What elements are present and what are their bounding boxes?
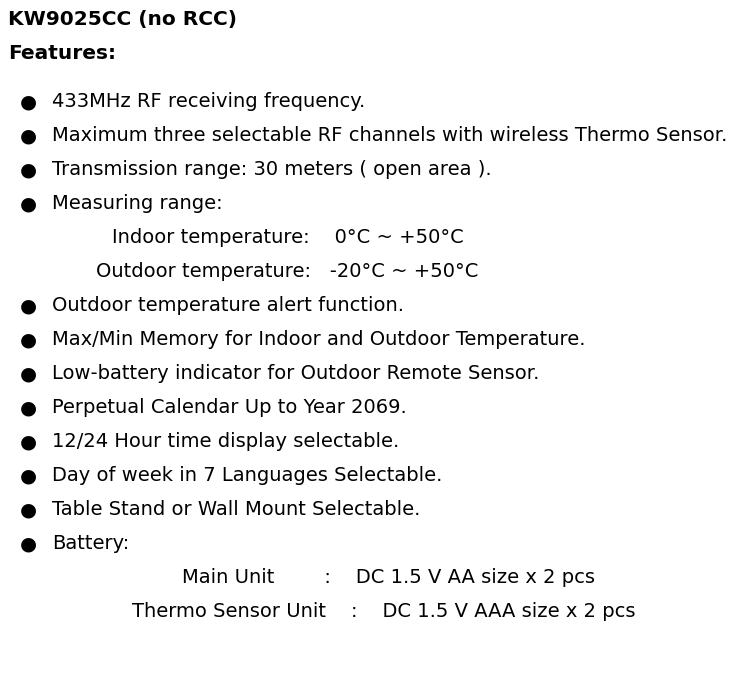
Text: ●: ● [20, 330, 37, 349]
Text: ●: ● [20, 296, 37, 315]
Text: ●: ● [20, 126, 37, 145]
Text: 433MHz RF receiving frequency.: 433MHz RF receiving frequency. [52, 92, 366, 111]
Text: Day of week in 7 Languages Selectable.: Day of week in 7 Languages Selectable. [52, 466, 443, 485]
Text: Outdoor temperature alert function.: Outdoor temperature alert function. [52, 296, 404, 315]
Text: Measuring range:: Measuring range: [52, 194, 222, 213]
Text: Features:: Features: [8, 44, 116, 63]
Text: ●: ● [20, 194, 37, 213]
Text: Indoor temperature:    0°C ~ +50°C: Indoor temperature: 0°C ~ +50°C [112, 228, 464, 247]
Text: ●: ● [20, 364, 37, 383]
Text: KW9025CC (no RCC): KW9025CC (no RCC) [8, 10, 237, 29]
Text: ●: ● [20, 534, 37, 553]
Text: 12/24 Hour time display selectable.: 12/24 Hour time display selectable. [52, 432, 399, 451]
Text: Main Unit        :    DC 1.5 V AA size x 2 pcs: Main Unit : DC 1.5 V AA size x 2 pcs [182, 568, 595, 587]
Text: ●: ● [20, 432, 37, 451]
Text: Thermo Sensor Unit    :    DC 1.5 V AAA size x 2 pcs: Thermo Sensor Unit : DC 1.5 V AAA size x… [132, 602, 636, 621]
Text: Table Stand or Wall Mount Selectable.: Table Stand or Wall Mount Selectable. [52, 500, 421, 519]
Text: Maximum three selectable RF channels with wireless Thermo Sensor.: Maximum three selectable RF channels wit… [52, 126, 727, 145]
Text: ●: ● [20, 92, 37, 111]
Text: ●: ● [20, 160, 37, 179]
Text: Max/Min Memory for Indoor and Outdoor Temperature.: Max/Min Memory for Indoor and Outdoor Te… [52, 330, 586, 349]
Text: ●: ● [20, 398, 37, 417]
Text: Battery:: Battery: [52, 534, 129, 553]
Text: Transmission range: 30 meters ( open area ).: Transmission range: 30 meters ( open are… [52, 160, 492, 179]
Text: ●: ● [20, 466, 37, 485]
Text: Outdoor temperature:   -20°C ~ +50°C: Outdoor temperature: -20°C ~ +50°C [96, 262, 479, 281]
Text: Low-battery indicator for Outdoor Remote Sensor.: Low-battery indicator for Outdoor Remote… [52, 364, 539, 383]
Text: Perpetual Calendar Up to Year 2069.: Perpetual Calendar Up to Year 2069. [52, 398, 407, 417]
Text: ●: ● [20, 500, 37, 519]
